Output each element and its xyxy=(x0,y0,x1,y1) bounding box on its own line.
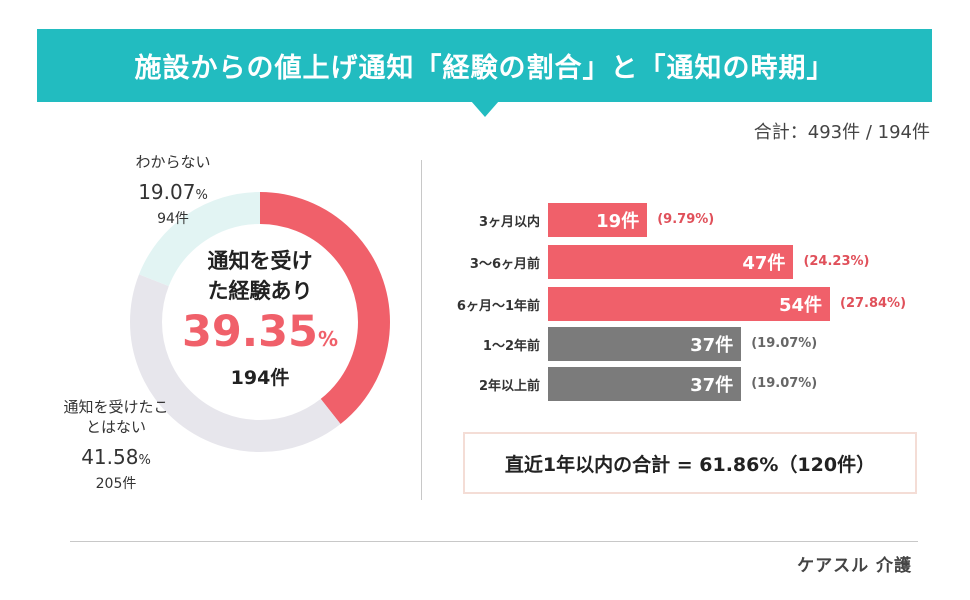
bar-percent-3-6m: (24.23%) xyxy=(803,254,870,269)
vertical-divider xyxy=(421,160,422,500)
slice-label-unknown: わからない xyxy=(135,153,211,171)
banner-pointer xyxy=(471,101,499,117)
bar-percent-within-3m: (9.79%) xyxy=(657,212,715,227)
bar-percent-1-2y: (19.07%) xyxy=(751,336,818,351)
donut-slice-never xyxy=(130,192,390,452)
page-title: 施設からの値上げ通知「経験の割合」と「通知の時期」 xyxy=(134,53,835,84)
bar-1-2y: 37件 xyxy=(548,327,742,361)
bar-category-6m-1y: 6ヶ月〜1年前 xyxy=(456,299,540,314)
slice-label-unknown-group: わからない 19.07% 94件 xyxy=(118,152,228,228)
slice-percent-never: 41.58% xyxy=(81,445,151,469)
donut-chart xyxy=(130,192,390,452)
footer-divider xyxy=(70,541,918,542)
slice-label-never: 通知を受けたことはない xyxy=(63,398,169,436)
slice-percent-experienced: 39.35% xyxy=(181,307,339,357)
donut-slice-unknown xyxy=(130,192,390,452)
bar-3-6m: 47件 xyxy=(548,245,794,279)
summary-box: 直近1年以内の合計 = 61.86%（120件） xyxy=(463,432,917,494)
bar-category-3-6m: 3〜6ヶ月前 xyxy=(469,257,540,272)
donut-slices xyxy=(130,192,390,452)
title-banner: 施設からの値上げ通知「経験の割合」と「通知の時期」 xyxy=(37,29,932,102)
bar-percent-2y-plus: (19.07%) xyxy=(751,376,818,391)
summary-text: 直近1年以内の合計 = 61.86%（120件） xyxy=(504,453,876,476)
bar-category-1-2y: 1〜2年前 xyxy=(482,339,540,354)
slice-label-never-group: 通知を受けたことはない 41.58% 205件 xyxy=(56,397,176,493)
bar-percent-6m-1y: (27.84%) xyxy=(840,296,907,311)
brand-logo: ケアスル 介護 xyxy=(797,556,912,576)
bar-category-2y-plus: 2年以上前 xyxy=(478,379,540,394)
slice-count-experienced: 194件 xyxy=(230,367,290,389)
donut-center-label: 通知を受けた経験あり 39.35% 194件 xyxy=(170,246,350,391)
slice-count-unknown: 94件 xyxy=(157,211,189,227)
slice-count-never: 205件 xyxy=(95,476,137,492)
bar-category-within-3m: 3ヶ月以内 xyxy=(478,215,540,230)
slice-label-experienced: 通知を受けた経験あり xyxy=(207,249,313,303)
bar-6m-1y: 54件 xyxy=(548,287,830,321)
bar-2y-plus: 37件 xyxy=(548,367,742,401)
bar-within-3m: 19件 xyxy=(548,203,648,237)
total-count: 合計：493件 / 194件 xyxy=(753,122,930,143)
slice-percent-unknown: 19.07% xyxy=(138,180,208,204)
